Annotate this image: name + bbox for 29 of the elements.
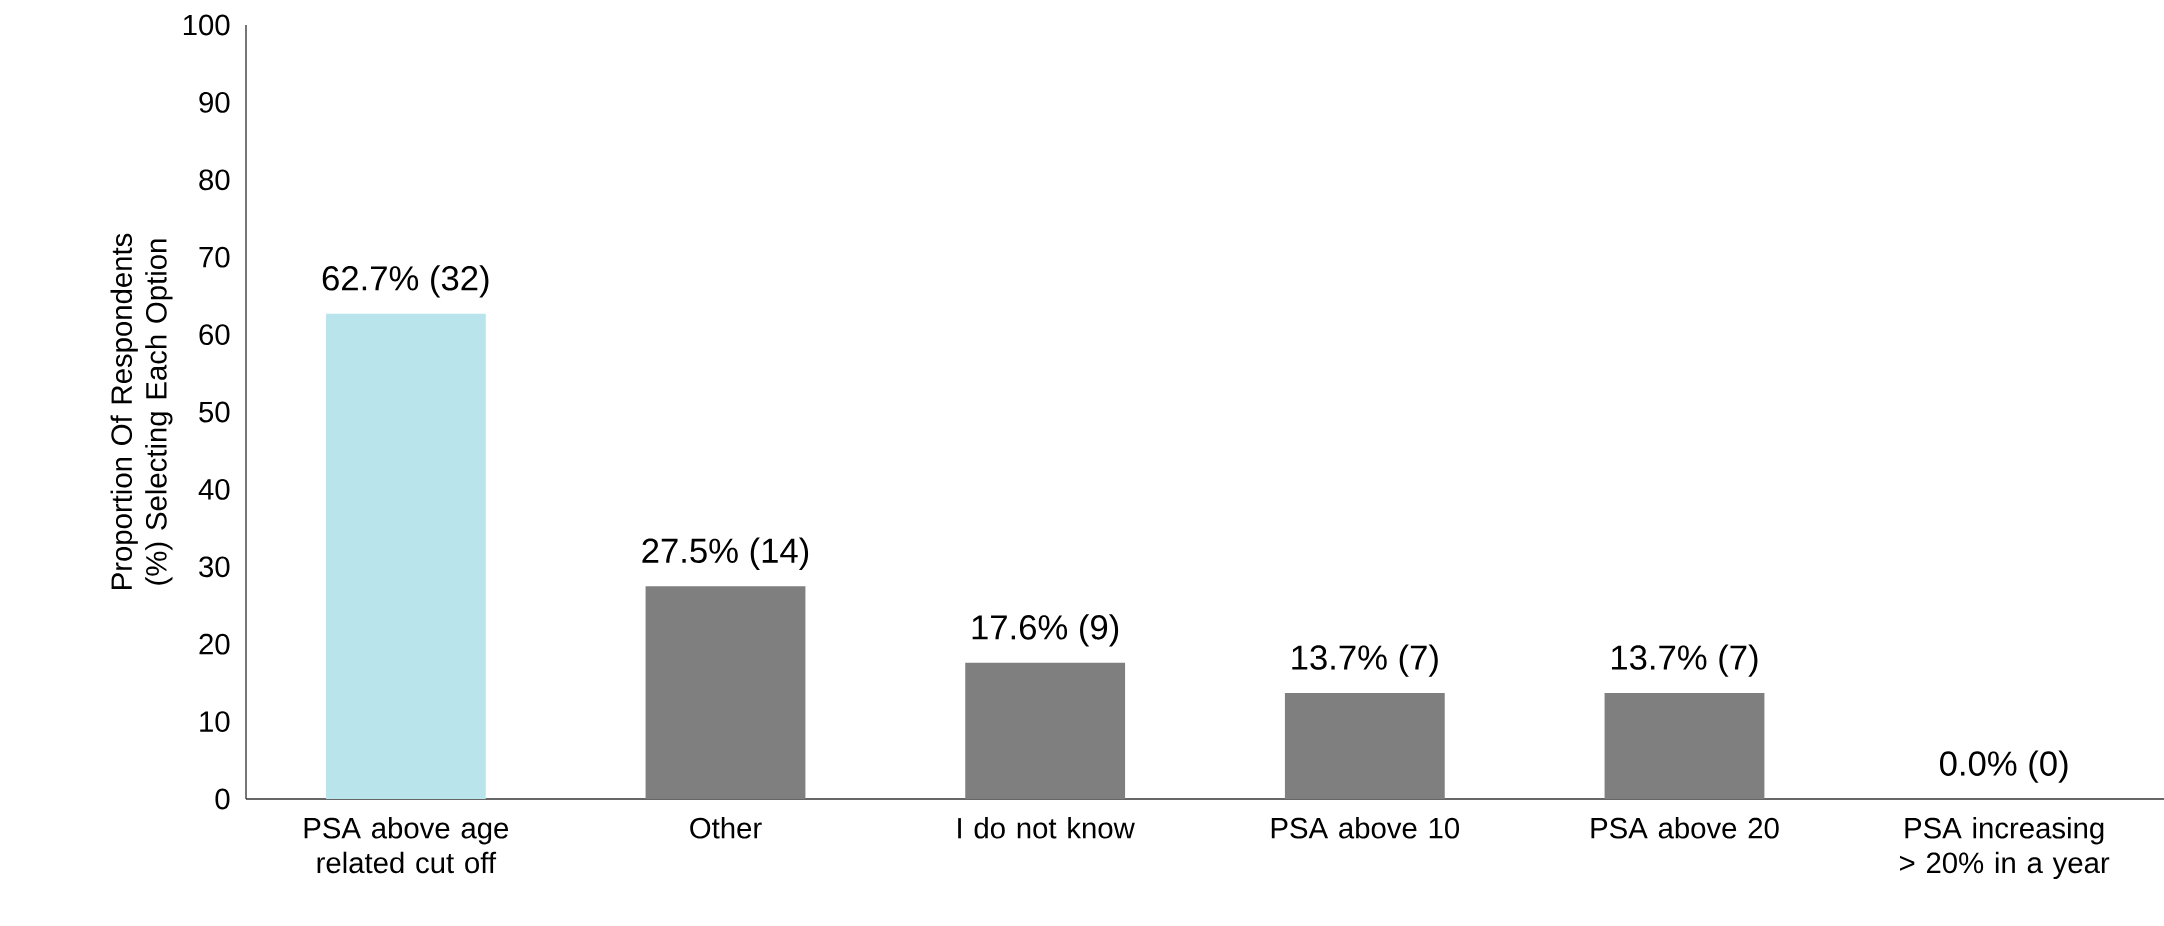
x-tick-label: I do not know <box>958 817 1135 839</box>
y-tick-label: 40 <box>198 479 230 500</box>
y-tick-label: 30 <box>199 556 230 578</box>
y-tick-label: 70 <box>199 246 230 268</box>
x-tick-label: Other <box>690 817 762 839</box>
y-tick-label: 100 <box>183 14 230 36</box>
x-tick-label: PSA above 10 <box>1271 817 1460 839</box>
data-label: 0.0% (0) <box>1940 750 2068 783</box>
data-label: 27.5% (14) <box>642 537 809 570</box>
x-tick-label: PSA increasing > 20% in a year <box>1900 817 2110 880</box>
x-tick-label: PSA above 20 <box>1591 817 1779 839</box>
y-tick-label: 80 <box>199 169 230 191</box>
y-tick-label: 20 <box>199 633 230 655</box>
bar <box>325 313 486 799</box>
y-tick-label: 90 <box>199 92 230 113</box>
y-axis-title: Proportion Of Respondents (%) Selecting Each Option <box>110 233 173 589</box>
x-tick-label: PSA above age related cut off <box>304 817 509 874</box>
y-tick-label: 0 <box>215 788 230 810</box>
bar <box>645 586 806 799</box>
data-label: 17.6% (9) <box>972 614 1119 647</box>
y-tick-label: 10 <box>200 711 230 732</box>
bar <box>965 662 1126 799</box>
data-label: 13.7% (7) <box>1292 644 1438 677</box>
y-tick-label: 60 <box>199 324 230 345</box>
data-label: 13.7% (7) <box>1611 644 1758 677</box>
bar <box>1604 692 1765 799</box>
data-label: 62.7% (32) <box>322 265 489 298</box>
y-tick-label: 50 <box>199 401 230 423</box>
bar <box>1284 692 1445 799</box>
